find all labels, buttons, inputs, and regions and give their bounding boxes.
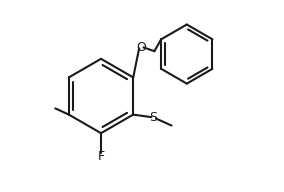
Text: F: F [97,151,105,164]
Text: O: O [136,41,146,54]
Text: S: S [149,111,157,124]
